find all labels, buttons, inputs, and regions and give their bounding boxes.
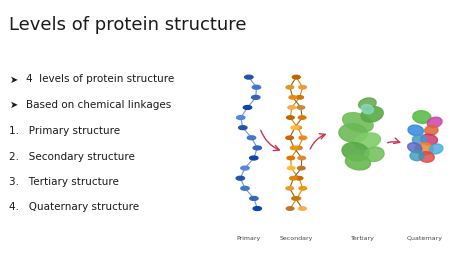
Ellipse shape [412, 135, 427, 145]
Ellipse shape [291, 146, 298, 149]
Ellipse shape [299, 187, 307, 190]
Ellipse shape [236, 176, 245, 180]
Ellipse shape [299, 86, 306, 89]
Ellipse shape [289, 96, 297, 99]
Ellipse shape [286, 207, 294, 210]
Ellipse shape [298, 156, 306, 160]
Ellipse shape [286, 187, 293, 190]
Ellipse shape [252, 95, 260, 99]
Ellipse shape [294, 126, 301, 129]
Ellipse shape [291, 126, 299, 129]
Ellipse shape [346, 155, 370, 170]
Ellipse shape [408, 125, 423, 136]
Ellipse shape [247, 136, 255, 140]
Ellipse shape [292, 76, 300, 79]
Ellipse shape [296, 96, 303, 99]
Ellipse shape [410, 151, 424, 161]
Ellipse shape [298, 167, 305, 170]
Ellipse shape [290, 177, 297, 180]
Text: ➤: ➤ [9, 100, 18, 110]
Ellipse shape [239, 126, 247, 130]
Ellipse shape [429, 144, 443, 154]
Ellipse shape [365, 147, 384, 161]
Ellipse shape [298, 116, 306, 119]
Text: Tertiary: Tertiary [351, 236, 374, 241]
Ellipse shape [250, 197, 258, 200]
Ellipse shape [292, 76, 300, 79]
Ellipse shape [294, 146, 302, 149]
Ellipse shape [295, 177, 303, 180]
Text: 4  levels of protein structure: 4 levels of protein structure [26, 74, 174, 85]
Ellipse shape [245, 75, 253, 79]
Ellipse shape [425, 126, 438, 135]
Text: 4.   Quaternary structure: 4. Quaternary structure [9, 202, 140, 212]
Ellipse shape [287, 167, 295, 170]
Ellipse shape [286, 136, 293, 139]
Text: 1.   Primary structure: 1. Primary structure [9, 126, 120, 136]
Ellipse shape [287, 156, 294, 160]
Ellipse shape [299, 207, 306, 210]
Text: 2.   Secondary structure: 2. Secondary structure [9, 152, 136, 162]
Ellipse shape [413, 111, 431, 123]
Ellipse shape [253, 207, 262, 210]
Ellipse shape [361, 105, 374, 114]
Ellipse shape [343, 113, 373, 132]
Ellipse shape [243, 106, 252, 109]
Ellipse shape [253, 146, 262, 150]
Text: ➤: ➤ [9, 74, 18, 85]
Ellipse shape [237, 116, 245, 119]
Ellipse shape [286, 86, 294, 89]
Ellipse shape [293, 197, 301, 200]
Text: Primary: Primary [237, 236, 261, 241]
Ellipse shape [342, 143, 369, 161]
Ellipse shape [241, 166, 249, 170]
Ellipse shape [427, 117, 442, 127]
Ellipse shape [419, 152, 434, 162]
Text: Secondary: Secondary [280, 236, 313, 241]
Text: Quaternary: Quaternary [406, 236, 442, 241]
Ellipse shape [415, 143, 433, 155]
Ellipse shape [288, 106, 295, 109]
Ellipse shape [252, 85, 261, 89]
Ellipse shape [339, 124, 367, 142]
Ellipse shape [287, 116, 294, 119]
Ellipse shape [241, 186, 249, 190]
Ellipse shape [297, 106, 305, 109]
Ellipse shape [354, 133, 381, 149]
Ellipse shape [408, 143, 422, 152]
Ellipse shape [420, 134, 438, 145]
Ellipse shape [361, 107, 383, 122]
Ellipse shape [250, 156, 258, 160]
Text: 3.   Tertiary structure: 3. Tertiary structure [9, 177, 119, 187]
Ellipse shape [359, 98, 376, 110]
Text: Levels of protein structure: Levels of protein structure [9, 16, 247, 34]
Ellipse shape [292, 197, 299, 200]
Text: Based on chemical linkages: Based on chemical linkages [26, 100, 171, 110]
Ellipse shape [299, 136, 307, 139]
